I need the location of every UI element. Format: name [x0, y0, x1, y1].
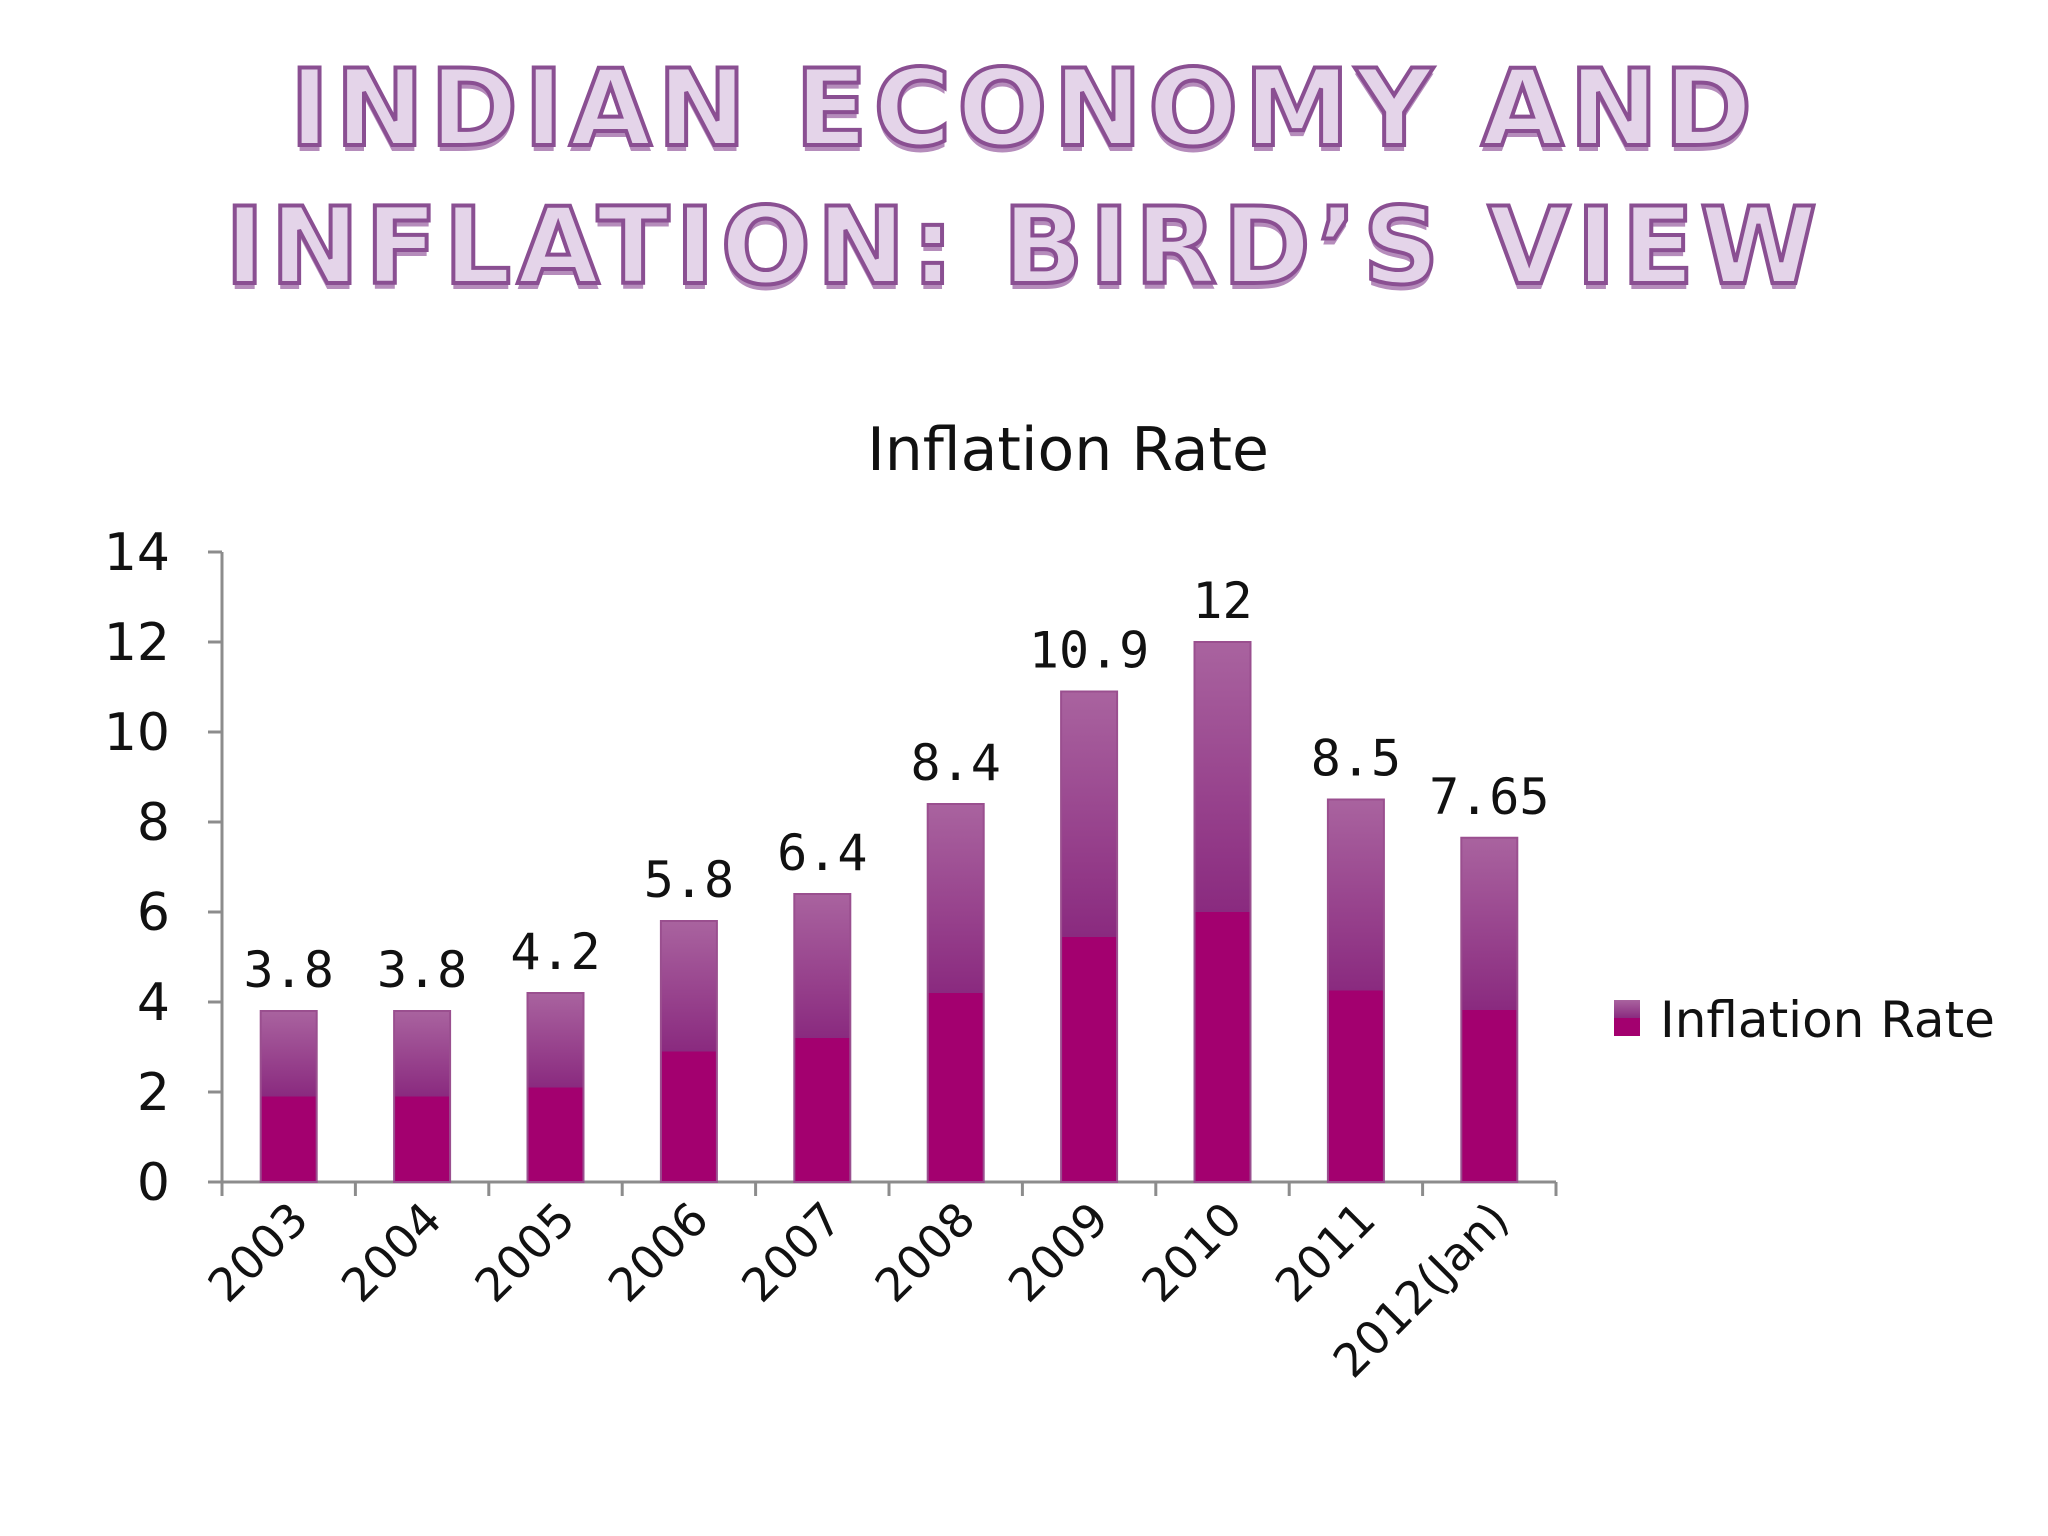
bar [659, 920, 718, 1183]
data-label: 4.2 [510, 923, 600, 981]
data-label: 7.65 [1429, 768, 1549, 826]
y-axis: 0 2 4 6 8 10 12 14 [104, 523, 224, 1213]
y-tick-label: 2 [137, 1063, 170, 1123]
data-labels: 3.8 3.8 4.2 5.8 6.4 8.4 10.9 12 8.5 7.65 [244, 572, 1550, 999]
bar [1193, 641, 1252, 1183]
x-tick-label: 2003 [198, 1192, 319, 1313]
x-tick-label: 2004 [331, 1192, 452, 1313]
slide-title-line-2: INFLATION: BIRD’S VIEW [223, 183, 1823, 310]
legend-swatch [1614, 1000, 1640, 1036]
bar [1326, 798, 1385, 1183]
legend-label: Inflation Rate [1660, 991, 1995, 1049]
data-label: 6.4 [777, 824, 867, 882]
bar [259, 1010, 318, 1183]
slide-title-line-1: INDIAN ECONOMY AND [288, 45, 1759, 172]
y-tick-label: 6 [137, 883, 170, 943]
y-tick-label: 12 [104, 613, 170, 673]
legend: Inflation Rate [1614, 991, 1995, 1049]
bar [1460, 836, 1519, 1183]
data-label: 8.4 [911, 734, 1001, 792]
bar [526, 992, 585, 1183]
x-tick-label: 2008 [865, 1192, 986, 1313]
y-tick-label: 10 [104, 703, 170, 763]
bar [793, 893, 852, 1183]
x-tick-label: 2009 [998, 1192, 1119, 1313]
x-tick-label: 2005 [464, 1192, 585, 1313]
y-tick-label: 0 [137, 1153, 170, 1213]
data-label: 3.8 [244, 941, 334, 999]
x-axis [220, 1180, 1558, 1196]
y-tick-label: 4 [137, 973, 170, 1033]
bar [1060, 690, 1119, 1183]
bar [926, 803, 985, 1183]
chart-title: Inflation Rate [867, 415, 1269, 485]
x-tick-label: 2010 [1131, 1192, 1252, 1313]
y-tick-label: 8 [137, 793, 170, 853]
data-label: 8.5 [1311, 730, 1401, 788]
data-label: 3.8 [377, 941, 467, 999]
bars [259, 641, 1519, 1183]
x-tick-label: 2007 [731, 1192, 852, 1313]
x-tick-label: 2006 [598, 1192, 719, 1313]
x-tick-labels: 2003 2004 2005 2006 2007 2008 2009 2010 20112012… [198, 1192, 1520, 1388]
data-label: 12 [1192, 572, 1252, 630]
bar [393, 1010, 452, 1183]
slide-title: INDIAN ECONOMY AND INFLATION: BIRD’S VIE… [0, 40, 2048, 316]
data-label: 10.9 [1029, 622, 1149, 680]
x-tick-label: 2011 [1265, 1192, 1386, 1313]
data-label: 5.8 [644, 851, 734, 909]
y-tick-label: 14 [104, 523, 170, 583]
